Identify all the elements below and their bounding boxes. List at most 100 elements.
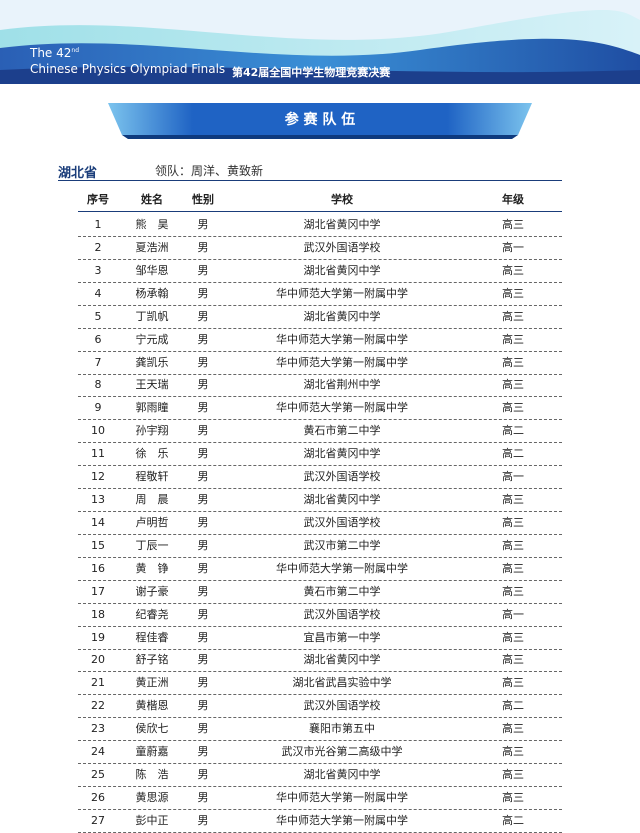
seq-cell: 27 [91,813,105,827]
seq-cell: 序号 [87,193,109,206]
seq-cell: 24 [91,745,105,759]
gender-cell: 男 [197,332,209,346]
school-cell: 武汉市第二中学 [303,538,381,552]
gender-cell: 男 [197,378,209,392]
table-row: 9 郭雨瞳 男 华中师范大学第一附属中学 高三 [78,396,562,421]
school-cell: 武汉外国语学校 [303,515,381,529]
seq-cell: 1 [94,218,102,231]
name-cell: 王天瑞 [135,378,169,392]
grade-cell: 高三 [502,263,524,277]
name-cell: 龚凯乐 [135,355,169,369]
seq-cell: 10 [91,424,105,438]
table-row: 25 陈 浩 男 湖北省黄冈中学 高三 [78,763,562,788]
grade-cell: 高三 [502,286,524,300]
school-cell: 湖北省黄冈中学 [303,263,381,277]
table-row: 7 龚凯乐 男 华中师范大学第一附属中学 高三 [78,351,562,375]
gender-cell: 性别 [192,193,214,206]
name-cell: 纪睿尧 [135,607,169,621]
seq-cell: 19 [91,630,105,644]
gender-cell: 男 [197,699,209,713]
name-cell: 程佳睿 [135,630,169,644]
school-cell: 湖北省黄冈中学 [303,768,381,782]
school-cell: 华中师范大学第一附属中学 [276,401,408,415]
seq-cell: 21 [91,676,105,690]
seq-cell: 8 [94,378,102,392]
seq-cell: 17 [91,584,105,598]
team-leaders: 领队：周洋、黄致新 [155,164,264,178]
grade-cell: 高三 [502,538,524,552]
grade-cell: 高三 [502,676,524,690]
name-cell: 卢明哲 [135,515,169,529]
grade-cell: 高二 [502,447,524,461]
name-cell: 杨承翰 [135,286,169,300]
seq-cell: 26 [91,791,105,804]
gender-cell: 男 [197,722,209,736]
grade-cell: 高三 [502,401,524,415]
gender-cell: 男 [197,470,209,484]
seq-cell: 13 [91,493,105,507]
section-rule [58,180,562,181]
table-row: 12 程敬轩 男 武汉外国语学校 高一 [78,465,562,490]
banner-text: 参 赛 队 伍 [285,111,356,128]
grade-cell: 高三 [502,218,524,231]
name-cell: 丁凯帆 [135,309,169,323]
name-cell: 舒子铭 [135,653,169,667]
name-cell: 周 晨 [135,493,169,507]
table-row: 6 宁元成 男 华中师范大学第一附属中学 高三 [78,328,562,352]
gender-cell: 男 [197,653,209,667]
seq-cell: 11 [91,447,105,461]
table-row: 8 王天瑞 男 湖北省荆州中学 高三 [78,373,562,398]
table-row: 16 黄 铮 男 华中师范大学第一附属中学 高三 [78,557,562,581]
title-en-line2: Chinese Physics Olympiad Finals [30,62,226,76]
table-row: 17 谢子豪 男 黄石市第二中学 高三 [78,580,562,604]
name-cell: 程敬轩 [135,470,169,484]
table-row: 13 周 晨 男 湖北省黄冈中学 高三 [78,488,562,513]
seq-cell: 9 [94,401,102,415]
table-row: 11 徐 乐 男 湖北省黄冈中学 高二 [78,442,562,467]
gender-cell: 男 [197,447,209,461]
grade-cell: 高三 [502,722,524,736]
name-cell: 姓名 [141,193,163,206]
gender-cell: 男 [197,240,209,254]
school-cell: 湖北省黄冈中学 [303,447,381,461]
seq-cell: 23 [91,722,105,736]
name-cell: 熊 昊 [135,218,169,231]
school-cell: 黄石市第二中学 [303,584,381,598]
table-row: 21 黄正洲 男 湖北省武昌实验中学 高三 [78,671,562,696]
grade-cell: 高三 [502,768,524,782]
gender-cell: 男 [197,424,209,438]
grade-cell: 高一 [502,470,524,484]
seq-cell: 6 [94,332,102,346]
grade-cell: 高三 [502,332,524,346]
seq-cell: 14 [91,515,105,529]
gender-cell: 男 [197,745,209,759]
school-cell: 华中师范大学第一附属中学 [276,561,408,575]
school-cell: 武汉外国语学校 [303,607,381,621]
seq-cell: 15 [91,538,105,552]
gender-cell: 男 [197,791,209,804]
school-cell: 湖北省黄冈中学 [303,309,381,323]
name-cell: 黄正洲 [135,676,169,690]
name-cell: 童蔚嘉 [135,745,169,759]
seq-cell: 18 [91,607,105,621]
gender-cell: 男 [197,561,209,575]
school-cell: 湖北省荆州中学 [303,378,381,392]
grade-cell: 高二 [502,813,524,827]
school-cell: 黄石市第二中学 [303,424,381,438]
school-cell: 武汉市光谷第二高级中学 [281,745,403,759]
title-suffix: nd [71,47,80,54]
grade-cell: 高三 [502,355,524,369]
table-row: 20 舒子铭 男 湖北省黄冈中学 高三 [78,648,562,673]
grade-cell: 高一 [502,607,524,621]
name-cell: 陈 浩 [135,768,169,782]
grade-cell: 高三 [502,493,524,507]
school-cell: 湖北省黄冈中学 [303,493,381,507]
table-row: 14 卢明哲 男 武汉外国语学校 高三 [78,511,562,535]
table-row: 24 童蔚嘉 男 武汉市光谷第二高级中学 高三 [78,740,562,765]
school-cell: 武汉外国语学校 [303,470,381,484]
name-cell: 丁辰一 [135,538,169,552]
gender-cell: 男 [197,355,209,369]
title-en: The 42nd [30,46,79,60]
gender-cell: 男 [197,263,209,277]
